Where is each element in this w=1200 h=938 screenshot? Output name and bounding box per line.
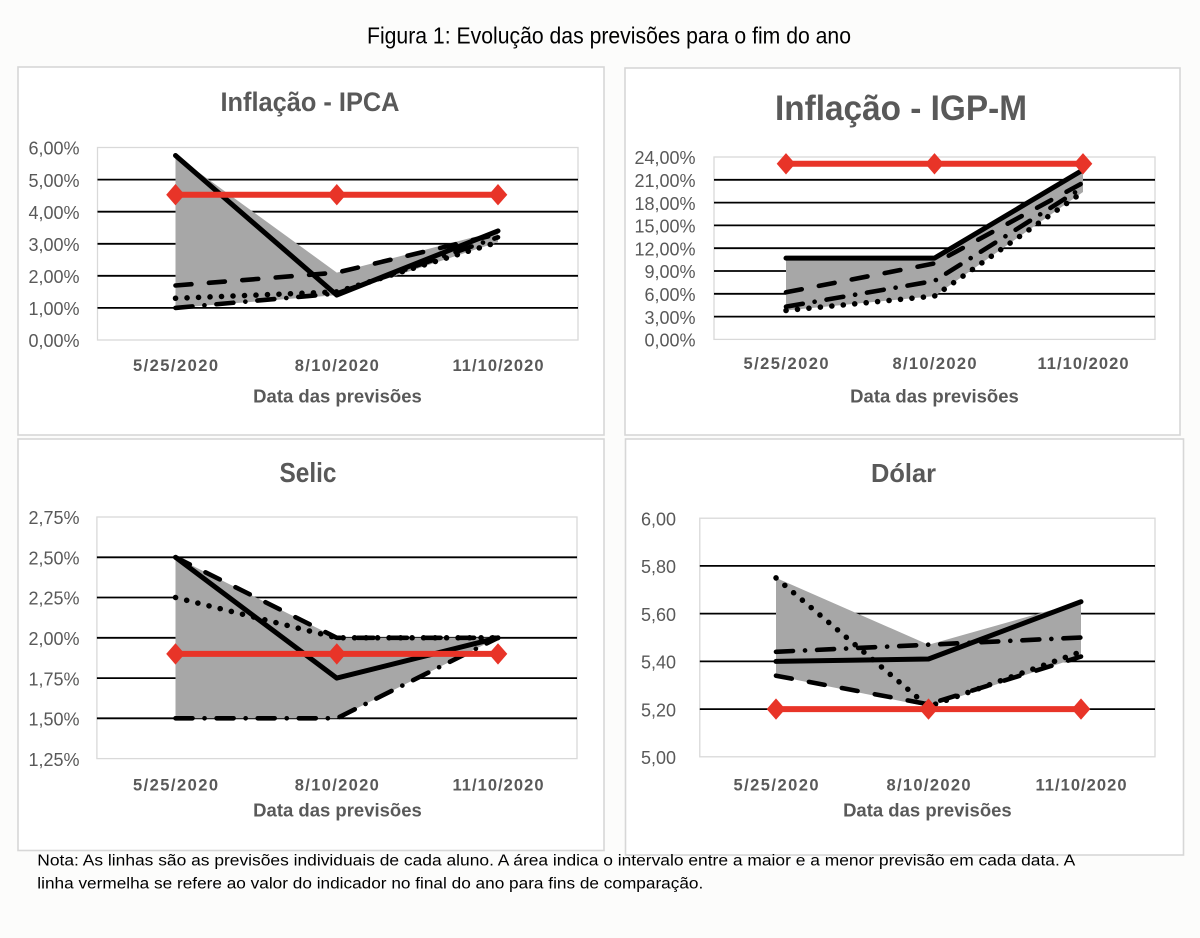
svg-text:Nota: As linhas são as previsõ: Nota: As linhas são as previsões individ… — [37, 852, 1076, 869]
svg-text:18,00%: 18,00% — [634, 194, 695, 214]
svg-text:9,00%: 9,00% — [644, 262, 695, 282]
svg-text:24,00%: 24,00% — [634, 148, 695, 168]
svg-text:Data das previsões: Data das previsões — [253, 386, 422, 407]
svg-text:4,00%: 4,00% — [28, 203, 79, 223]
svg-text:11/10/2020: 11/10/2020 — [453, 776, 544, 794]
svg-text:Figura 1: Evolução das previsõ: Figura 1: Evolução das previsões para o … — [367, 23, 851, 49]
svg-text:2,50%: 2,50% — [28, 549, 79, 569]
svg-text:11/10/2020: 11/10/2020 — [1038, 355, 1129, 373]
svg-text:21,00%: 21,00% — [634, 171, 695, 191]
svg-text:5,00: 5,00 — [641, 748, 676, 768]
svg-text:Dólar: Dólar — [871, 458, 936, 488]
svg-text:5,60: 5,60 — [641, 605, 676, 625]
svg-text:1,25%: 1,25% — [28, 750, 79, 770]
svg-text:8/10/2020: 8/10/2020 — [295, 357, 379, 375]
svg-text:1,00%: 1,00% — [28, 299, 79, 319]
svg-text:11/10/2020: 11/10/2020 — [453, 357, 544, 375]
svg-text:3,00%: 3,00% — [644, 308, 695, 328]
svg-text:linha vermelha se refere ao va: linha vermelha se refere ao valor do ind… — [37, 875, 703, 892]
svg-text:6,00%: 6,00% — [28, 139, 79, 159]
svg-text:Inflação - IPCA: Inflação - IPCA — [221, 87, 400, 117]
svg-text:2,00%: 2,00% — [28, 267, 79, 287]
svg-text:Inflação - IGP-M: Inflação - IGP-M — [775, 89, 1027, 128]
svg-text:5,80: 5,80 — [641, 557, 676, 577]
svg-text:6,00%: 6,00% — [644, 285, 695, 305]
svg-text:Data das previsões: Data das previsões — [850, 386, 1019, 407]
svg-text:Selic: Selic — [280, 457, 337, 488]
svg-text:8/10/2020: 8/10/2020 — [295, 776, 379, 794]
svg-text:Data das previsões: Data das previsões — [253, 799, 422, 820]
svg-text:2,00%: 2,00% — [28, 629, 79, 649]
svg-text:Data das previsões: Data das previsões — [843, 799, 1012, 820]
svg-text:0,00%: 0,00% — [644, 331, 695, 351]
svg-text:2,25%: 2,25% — [28, 589, 79, 609]
svg-text:1,75%: 1,75% — [28, 669, 79, 689]
svg-text:5,40: 5,40 — [641, 653, 676, 673]
svg-text:0,00%: 0,00% — [28, 331, 79, 351]
svg-text:5,20: 5,20 — [641, 700, 676, 720]
svg-text:12,00%: 12,00% — [634, 239, 695, 259]
svg-text:1,50%: 1,50% — [28, 710, 79, 730]
svg-text:3,00%: 3,00% — [28, 235, 79, 255]
svg-text:11/10/2020: 11/10/2020 — [1036, 776, 1127, 794]
svg-text:6,00: 6,00 — [641, 509, 676, 529]
svg-text:15,00%: 15,00% — [634, 217, 695, 237]
svg-text:2,75%: 2,75% — [28, 508, 79, 528]
svg-text:5,00%: 5,00% — [28, 171, 79, 191]
